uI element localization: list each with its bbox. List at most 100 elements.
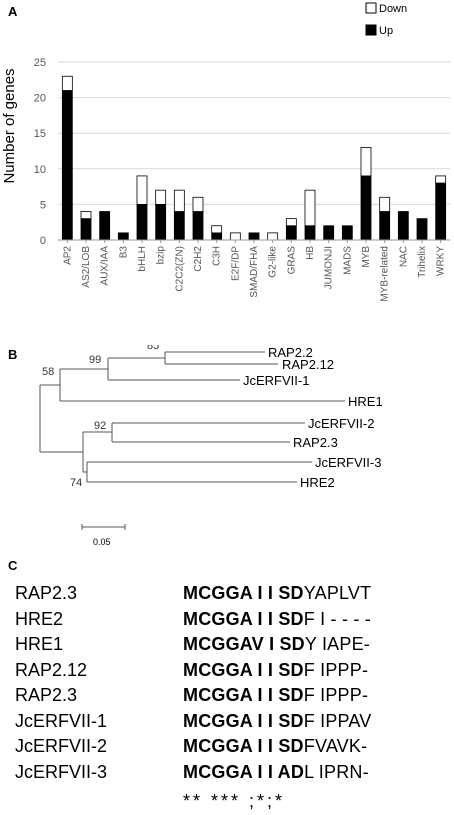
x-tick-label: C2C2(ZN) (174, 246, 185, 292)
variable-residues: F I - - - - (303, 608, 371, 629)
bar-down-20 (435, 175, 447, 184)
bar-up-19 (416, 218, 428, 241)
bar-down-13 (304, 189, 316, 227)
legend-label-up: Up (379, 25, 393, 37)
x-tick-label: B3 (118, 246, 129, 259)
variable-residues: F IPPAV (303, 710, 372, 731)
bar-up-8 (211, 232, 223, 241)
sequence-alignment: RAP2.3 MCGGA I I SDYAPLVT HRE2 MCGGA I I SD… (0, 575, 454, 815)
conserved-motif: MCGGA I I SD (183, 608, 304, 629)
bar-up-20 (435, 182, 447, 241)
bar-up-14 (323, 225, 335, 241)
y-tick-label: 25 (34, 57, 46, 69)
bootstrap-85: 85 (147, 345, 159, 352)
bars (61, 75, 447, 241)
bar-up-13 (304, 225, 316, 241)
consensus-line: ** *** ;*;* (183, 791, 286, 811)
leaf-label-jcerfvii-2: JcERFVII-2 (308, 416, 374, 431)
sequence-residues: MCGGA I I ADL IPRN- (183, 762, 369, 783)
panel-label-c: C (8, 558, 18, 573)
variable-residues: F IPPP- (303, 659, 369, 680)
sequence-residues: MCGGA I I SDF IPPAV (183, 711, 372, 732)
leaf-label-rap2-2: RAP2.2 (268, 345, 313, 360)
sequence-residues: MCGGA I I SDF IPPP- (183, 660, 368, 681)
conserved-motif: MCGGAV I SD (183, 634, 305, 654)
x-tick-label: bzip (156, 246, 167, 265)
x-tick-label: MYB (361, 246, 372, 268)
sequence-name: RAP2.3 (15, 685, 78, 705)
x-tick-label: C2H2 (193, 246, 204, 272)
variable-residues: Y IAPE- (304, 634, 370, 654)
y-tick-label: 10 (34, 164, 46, 176)
bar-up-1 (80, 218, 92, 241)
tree-branches (39, 351, 345, 483)
grid-lines (58, 61, 450, 205)
scale-bar: 0.05 (81, 524, 126, 547)
y-tick-label: 0 (40, 235, 46, 247)
panel-label-b: B (8, 347, 18, 362)
x-tick-label: E2F/DP (230, 246, 241, 281)
x-tick-label: JUMONJI (324, 246, 335, 289)
sequence-name: JcERFVII-1 (15, 710, 108, 731)
conserved-motif: MCGGA I I SD (183, 583, 304, 603)
sequence-residues: MCGGA I I SDF I - - - - (183, 609, 371, 630)
bar-down-16 (360, 147, 372, 177)
bar-down-4 (136, 175, 148, 205)
variable-residues: L IPRN- (304, 761, 369, 782)
sequence-name: JcERFVII-3 (15, 761, 108, 782)
bar-down-7 (192, 196, 204, 212)
sequence-name: HRE1 (15, 634, 64, 654)
x-tick-label: C3H (212, 246, 223, 266)
bootstrap-values: 85 99 58 92 74 (42, 345, 159, 489)
x-tick-label: GRAS (286, 246, 297, 275)
x-tick-label: bHLH (137, 246, 148, 272)
axes: 0 5 10 15 20 25 AP2 AS2/LOB AUX/IAA B3 bHLH bzip C2C… (34, 57, 450, 302)
bar-up-17 (379, 211, 391, 241)
bar-up-2 (99, 211, 111, 241)
bar-up-3 (117, 232, 129, 241)
bar-down-5 (155, 189, 167, 205)
sequence-residues: MCGGA I I SDFVAVK- (183, 736, 367, 757)
sequence-residues: MCGGA I I SDYAPLVT (183, 583, 371, 604)
scale-bar-label: 0.05 (93, 537, 111, 547)
sequence-name: JcERFVII-2 (15, 736, 108, 756)
bar-up-0 (61, 90, 73, 241)
bar-down-11 (267, 232, 279, 241)
x-tick-label: AP2 (62, 246, 73, 265)
bar-up-7 (192, 211, 204, 241)
bar-down-17 (379, 196, 391, 212)
panel-label-a: A (8, 4, 18, 19)
x-tick-label: NAC (398, 246, 409, 267)
bar-up-16 (360, 175, 372, 241)
x-tick-label: SMAD/FHA (249, 246, 260, 298)
legend-swatch-up (365, 24, 377, 36)
sequence-name: RAP2.3 (15, 583, 78, 603)
leaf-label-jcerfvii-3: JcERFVII-3 (315, 455, 381, 470)
conserved-motif: MCGGA I I SD (183, 659, 304, 680)
bootstrap-92: 92 (94, 420, 106, 432)
bar-down-9 (229, 232, 241, 241)
legend: Down Up (365, 2, 407, 37)
y-axis-label: Number of genes (1, 68, 18, 183)
sequence-residues: MCGGA I I SDF IPPP- (183, 685, 368, 706)
bar-up-18 (397, 211, 409, 241)
bar-down-6 (173, 189, 185, 212)
leaf-label-rap2-12: RAP2.12 (282, 357, 334, 372)
x-tick-label: MYB-related (380, 246, 391, 302)
x-tick-label: Trihelix (417, 246, 428, 278)
x-tick-label: WRKY (436, 246, 447, 276)
bootstrap-99: 99 (89, 354, 101, 366)
y-tick-label: 5 (40, 199, 46, 211)
bar-up-15 (341, 225, 353, 241)
bootstrap-74: 74 (70, 477, 82, 489)
conserved-motif: MCGGA I I SD (183, 685, 304, 705)
leaf-labels: RAP2.2 RAP2.12 JcERFVII-1 HRE1 JcERFVII-… (243, 345, 383, 490)
stacked-bar-chart: 0 5 10 15 20 25 AP2 AS2/LOB AUX/IAA B3 bHLH bzip C2C… (1, 2, 450, 302)
phylogenetic-tree: 85 99 58 92 74 RAP2.2 RAP2.12 JcERFVII-1… (39, 345, 383, 547)
leaf-label-hre2: HRE2 (300, 475, 335, 490)
x-tick-label: AS2/LOB (81, 246, 92, 288)
x-tick-label: G2-like (268, 246, 279, 278)
bar-up-10 (248, 232, 260, 241)
legend-label-down: Down (379, 3, 407, 15)
bootstrap-58: 58 (42, 366, 54, 378)
